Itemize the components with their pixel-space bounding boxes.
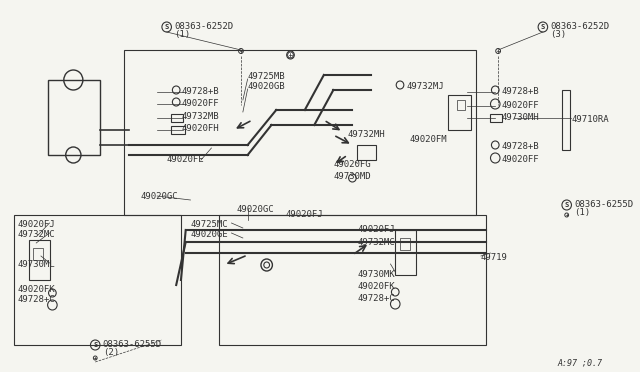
Text: (2): (2) (103, 348, 119, 357)
Text: 49730MH: 49730MH (502, 113, 540, 122)
Text: 49020FE: 49020FE (166, 155, 204, 164)
Text: 49020FF: 49020FF (182, 99, 220, 108)
Bar (47, 80, 100, 155)
Text: S: S (93, 342, 97, 348)
Bar (33, 248, 43, 260)
Bar (172, 126, 185, 134)
Text: 49732MC: 49732MC (357, 238, 395, 247)
Text: 49020FJ: 49020FJ (17, 220, 55, 229)
Text: 49020GB: 49020GB (248, 82, 285, 91)
Text: 49020FF: 49020FF (502, 155, 540, 164)
Text: 49732MB: 49732MB (182, 112, 220, 121)
Text: 49725MB: 49725MB (248, 72, 285, 81)
Text: S: S (564, 202, 569, 208)
Bar (124, 50, 476, 215)
Text: 49730ML: 49730ML (17, 260, 55, 269)
Text: 08363-6255D: 08363-6255D (574, 200, 634, 209)
Text: 49732MJ: 49732MJ (406, 82, 444, 91)
Text: 49730MK: 49730MK (357, 270, 395, 279)
Text: S: S (541, 24, 545, 30)
Text: 49020FF: 49020FF (502, 101, 540, 110)
Text: 49728+C: 49728+C (357, 294, 395, 303)
Bar (562, 90, 570, 150)
Text: A:97 ;0.7: A:97 ;0.7 (557, 358, 602, 367)
Text: S: S (164, 24, 169, 30)
Text: 49020FJ: 49020FJ (285, 210, 323, 219)
Text: 49730MD: 49730MD (333, 172, 371, 181)
Text: 49728+B: 49728+B (502, 142, 540, 151)
Text: 08363-6252D: 08363-6252D (174, 22, 234, 31)
Bar (457, 100, 465, 110)
Text: 08363-6255D: 08363-6255D (103, 340, 162, 349)
Bar (490, 114, 502, 122)
Text: 49732MH: 49732MH (348, 130, 385, 139)
Text: 49732MC: 49732MC (17, 230, 55, 239)
Text: 49725MC: 49725MC (191, 220, 228, 229)
Bar (357, 145, 376, 160)
Text: (1): (1) (174, 30, 191, 39)
Text: 49020GE: 49020GE (191, 230, 228, 239)
Text: 49020GC: 49020GC (141, 192, 179, 201)
Text: (1): (1) (574, 208, 591, 217)
Circle shape (287, 51, 294, 59)
Bar (29, 240, 49, 280)
Bar (400, 238, 410, 250)
Text: 49020FJ: 49020FJ (357, 225, 395, 234)
Text: 49710RA: 49710RA (572, 115, 609, 124)
Bar (14, 215, 181, 345)
Text: 49020FK: 49020FK (17, 285, 55, 294)
Text: 49020FG: 49020FG (333, 160, 371, 169)
Text: 08363-6252D: 08363-6252D (550, 22, 610, 31)
Bar (396, 230, 416, 275)
Bar (447, 95, 472, 130)
Text: 49728+B: 49728+B (182, 87, 220, 96)
Text: (3): (3) (550, 30, 566, 39)
Bar (219, 215, 486, 345)
Text: 49020FH: 49020FH (182, 124, 220, 133)
Text: 49020FK: 49020FK (357, 282, 395, 291)
Text: 49728+B: 49728+B (502, 87, 540, 96)
Text: 49719: 49719 (481, 253, 508, 262)
Text: 49020GC: 49020GC (236, 205, 274, 214)
Text: 49020FM: 49020FM (410, 135, 447, 144)
Bar (172, 114, 183, 122)
Text: 49728+C: 49728+C (17, 295, 55, 304)
